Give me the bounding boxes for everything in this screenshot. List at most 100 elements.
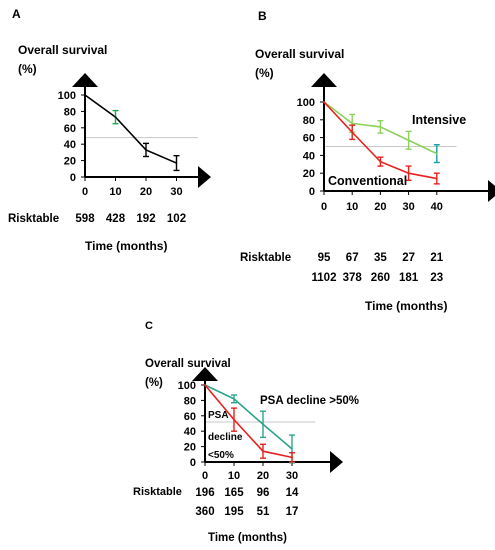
panel-b-risktable-label: Risktable bbox=[240, 252, 291, 264]
panel-c-ytick-label: 20 bbox=[184, 442, 196, 454]
panel-b-risktable-cell: 67 bbox=[346, 252, 359, 264]
panel-c-risktable-cell: 96 bbox=[257, 487, 270, 499]
panel-b-ytick-label: 0 bbox=[309, 186, 315, 198]
panel-c-x-axis-arrow bbox=[330, 451, 343, 473]
panel-b-ytick-label: 100 bbox=[297, 97, 315, 109]
panel-c-series-1-point bbox=[204, 384, 206, 386]
panel-c-ytick-label: 0 bbox=[190, 457, 196, 469]
panel-a-risktable-label: Risktable bbox=[8, 213, 59, 225]
panel-a-series-0-point bbox=[84, 94, 86, 96]
panel-c-ytick-label: 80 bbox=[184, 395, 196, 407]
series-label-conventional: Conventional bbox=[328, 174, 407, 188]
panel-b-x-axis-arrow bbox=[488, 180, 495, 202]
panel-c-risktable-cell: 360 bbox=[195, 506, 214, 518]
panel-a: A Overall survival (%) 0 20 40 60 80 100 0 10 20… bbox=[8, 7, 211, 253]
panel-b-xtick-label: 40 bbox=[431, 201, 443, 213]
panel-b-risktable-cell: 378 bbox=[343, 272, 363, 284]
panel-b-ytick-label: 80 bbox=[303, 115, 315, 127]
panel-c-xtick-label: 0 bbox=[202, 470, 208, 482]
panel-b-xtick-label: 30 bbox=[402, 201, 414, 213]
panel-c: C Overall survival (%) 0 20 40 60 80 100 0 10 20… bbox=[133, 320, 359, 544]
panel-a-ytick-label: 20 bbox=[64, 156, 76, 168]
panel-b-xtick-label: 10 bbox=[346, 201, 358, 213]
panel-c-risktable-cell: 196 bbox=[195, 487, 214, 499]
panel-c-ylabel: Overall survival bbox=[145, 358, 231, 370]
panel-c-risktable-cell: 14 bbox=[286, 487, 299, 499]
panel-b-series-0-point bbox=[379, 126, 382, 128]
series-label-intensive: Intensive bbox=[412, 113, 466, 127]
panel-c-ytick-label: 100 bbox=[178, 380, 196, 392]
panel-a-risktable-cell: 428 bbox=[106, 213, 126, 225]
panel-a-series-0-point bbox=[175, 162, 178, 164]
panel-a-risktable-cell: 598 bbox=[75, 213, 95, 225]
panel-b-series-1-point bbox=[351, 131, 354, 134]
panel-c-y-axis-arrow bbox=[192, 367, 218, 381]
panel-c-series-0-point bbox=[262, 423, 264, 426]
panel-a-x-axis-arrow bbox=[198, 166, 211, 188]
panel-c-risktable-cell: 165 bbox=[224, 487, 244, 499]
panel-c-series-0-point bbox=[233, 397, 235, 400]
panel-c-series-1-line bbox=[204, 384, 293, 459]
panel-b-ytick-label: 20 bbox=[303, 168, 315, 180]
panel-a-ytick-label: 0 bbox=[70, 172, 76, 184]
panel-a-y-axis-arrow bbox=[72, 73, 98, 87]
panel-b-series-0-point bbox=[435, 152, 438, 155]
panel-a-series-0-point bbox=[145, 149, 147, 151]
panel-b-series-0-point bbox=[351, 122, 354, 125]
panel-b-risktable-cell: 260 bbox=[371, 272, 390, 284]
panel-b-series-1-point bbox=[323, 101, 325, 103]
panel-a-xtick-label: 20 bbox=[140, 186, 152, 198]
panel-a-risktable-cell: 102 bbox=[167, 213, 186, 225]
panel-b-xtick-label: 20 bbox=[374, 201, 386, 213]
panel-a-risktable-cell: 192 bbox=[136, 213, 155, 225]
panel-a-ytick-label: 40 bbox=[64, 139, 76, 151]
panel-b-risktable-cell: 95 bbox=[318, 252, 331, 264]
panel-b-xtick-label: 0 bbox=[321, 201, 327, 213]
panel-c-risktable-cell: 195 bbox=[224, 506, 244, 518]
panel-c-series-0-line bbox=[204, 384, 293, 450]
panel-b-risktable-cell: 27 bbox=[402, 252, 415, 264]
series-label-decline-line2: decline bbox=[208, 432, 243, 443]
panel-b-series-1-point bbox=[435, 177, 438, 180]
panel-c-risktable-cell: 17 bbox=[286, 506, 299, 518]
panel-a-series-0-line bbox=[84, 94, 177, 164]
panel-b-risktable-cell: 23 bbox=[430, 272, 443, 284]
panel-b-series-1-point bbox=[407, 172, 410, 175]
panel-b-risktable-cell: 35 bbox=[374, 252, 387, 264]
panel-c-ytick-label: 40 bbox=[184, 426, 196, 438]
panel-b-ytick-label: 60 bbox=[303, 133, 315, 145]
panel-c-ytick-label: 60 bbox=[184, 411, 196, 423]
panel-a-ytick-label: 80 bbox=[64, 106, 76, 118]
panel-c-xtick-label: 20 bbox=[257, 470, 269, 482]
panel-b: B Overall survival (%) 0 20 40 60 80 100 0 10 20… bbox=[240, 9, 495, 313]
panel-b-series-0-point bbox=[407, 139, 410, 142]
panel-b-risktable-cell: 181 bbox=[399, 272, 419, 284]
panel-c-series-1-point bbox=[262, 450, 264, 453]
panel-b-letter: B bbox=[258, 9, 267, 23]
panel-c-letter: C bbox=[145, 320, 153, 332]
panel-a-xtick-label: 0 bbox=[82, 186, 88, 198]
panel-a-xlabel: Time (months) bbox=[85, 239, 167, 253]
panel-c-xlabel: Time (months) bbox=[208, 532, 287, 544]
panel-b-ylabel-unit: (%) bbox=[255, 66, 274, 80]
panel-a-ytick-label: 60 bbox=[64, 123, 76, 135]
series-label-psa-decline-above-50: PSA decline >50% bbox=[260, 395, 359, 407]
panel-c-risktable-cell: 51 bbox=[257, 506, 270, 518]
panel-a-series-0-point bbox=[114, 116, 117, 119]
panel-a-ylabel: Overall survival bbox=[18, 43, 107, 57]
panel-a-ytick-label: 100 bbox=[58, 90, 76, 102]
panel-a-letter: A bbox=[12, 7, 21, 21]
panel-b-series-1-point bbox=[379, 160, 382, 163]
panel-c-xtick-label: 10 bbox=[228, 470, 240, 482]
panel-b-risktable-cell: 1102 bbox=[312, 272, 337, 284]
panel-a-xtick-label: 10 bbox=[109, 186, 121, 198]
panel-c-series-0-point bbox=[291, 448, 293, 450]
panel-b-risktable-cell: 21 bbox=[430, 252, 443, 264]
panel-b-ylabel: Overall survival bbox=[255, 47, 344, 61]
panel-c-risktable-label: Risktable bbox=[133, 486, 182, 498]
panel-c-xtick-label: 30 bbox=[286, 470, 298, 482]
panel-b-y-axis-arrow bbox=[311, 73, 337, 87]
panel-c-series-1-point bbox=[291, 456, 293, 459]
panel-a-xtick-label: 30 bbox=[170, 186, 182, 198]
